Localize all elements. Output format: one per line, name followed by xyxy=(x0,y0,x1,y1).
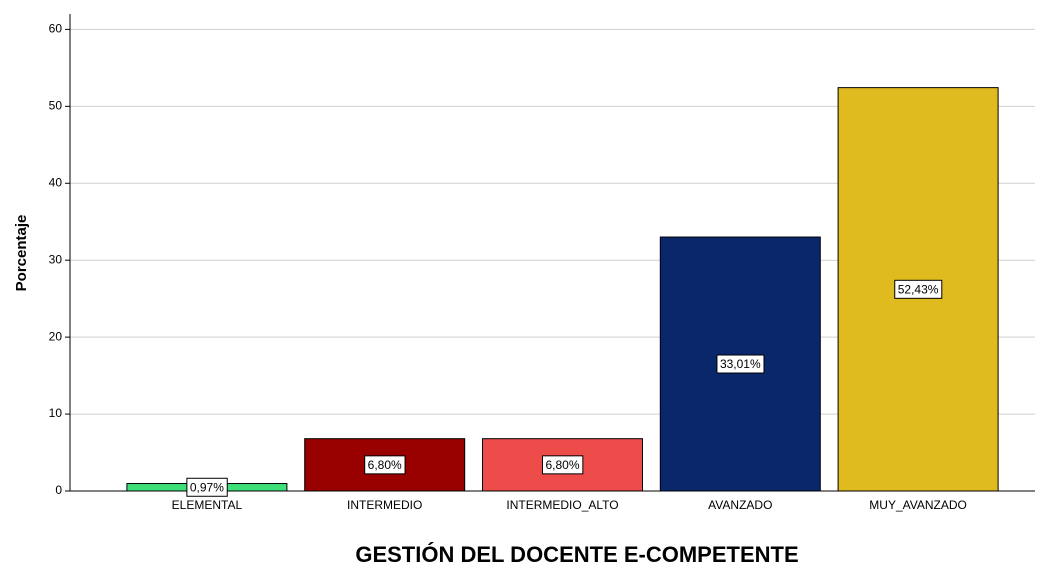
y-tick-label: 40 xyxy=(49,175,63,189)
y-tick-label: 10 xyxy=(49,406,63,420)
y-tick-label: 0 xyxy=(55,483,62,497)
value-label: 52,43% xyxy=(898,282,939,296)
value-label: 6,80% xyxy=(545,458,579,472)
y-axis-label: Porcentaje xyxy=(13,215,30,292)
value-label-box xyxy=(186,477,228,497)
value-label-box xyxy=(716,354,765,374)
value-label-box xyxy=(541,455,584,475)
x-tick-label: AVANZADO xyxy=(708,498,772,512)
y-tick-label: 60 xyxy=(49,22,63,36)
y-tick-label: 50 xyxy=(49,98,63,112)
x-tick-label: MUY_AVANZADO xyxy=(869,498,967,512)
x-tick-label: INTERMEDIO_ALTO xyxy=(506,498,618,512)
value-label-box xyxy=(894,279,943,299)
value-label: 33,01% xyxy=(720,357,761,371)
x-axis-label: GESTIÓN DEL DOCENTE E-COMPETENTE xyxy=(355,542,798,567)
value-label-box xyxy=(364,455,406,475)
value-label: 6,80% xyxy=(368,458,402,472)
x-tick-label: ELEMENTAL xyxy=(172,498,243,512)
y-tick-label: 30 xyxy=(49,252,63,266)
y-tick-label: 20 xyxy=(49,329,63,343)
value-label: 0,97% xyxy=(190,480,224,494)
x-tick-label: INTERMEDIO xyxy=(347,498,422,512)
